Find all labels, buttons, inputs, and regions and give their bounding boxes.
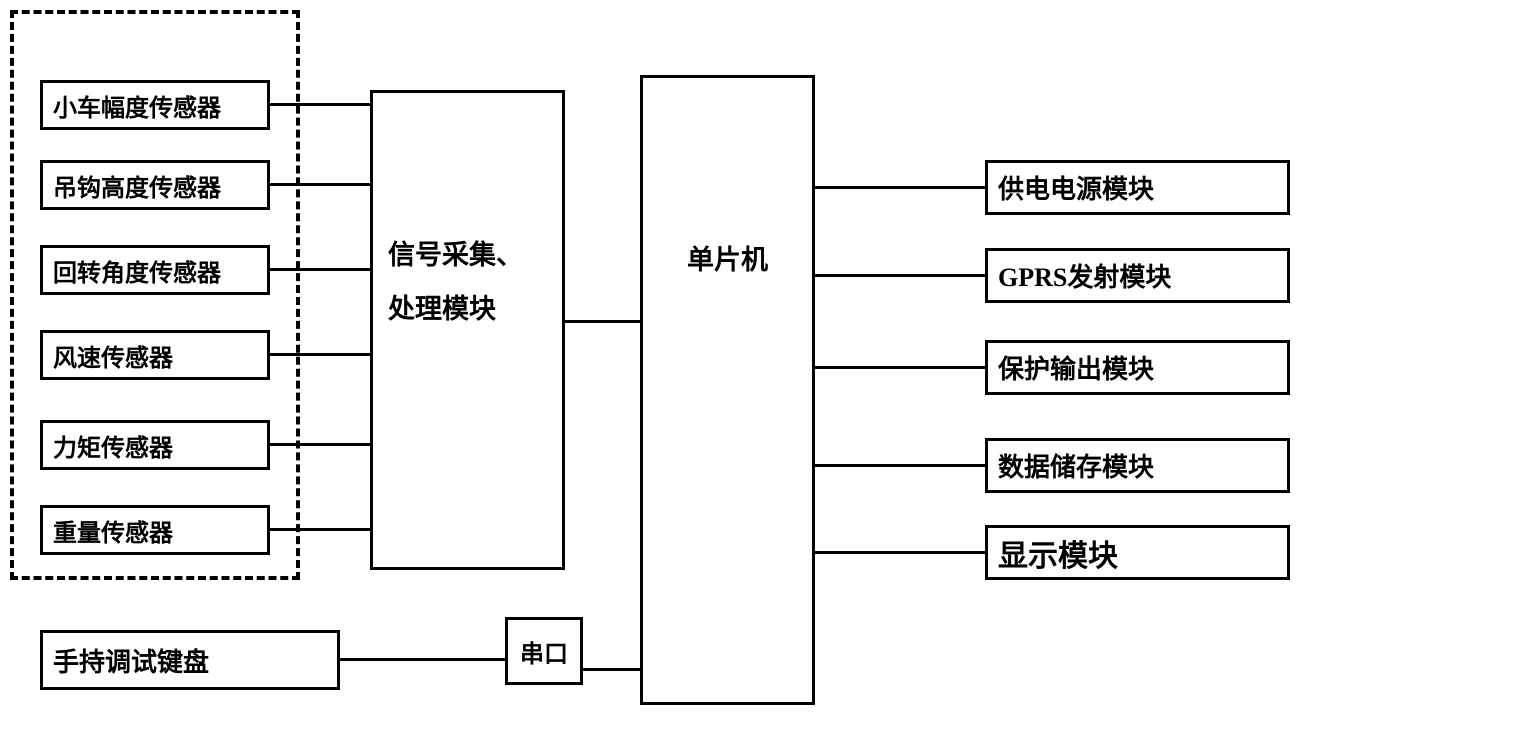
sensor-6-box: 重量传感器 — [40, 505, 270, 555]
sensor-2-box: 吊钩高度传感器 — [40, 160, 270, 210]
conn-signal-mcu — [565, 320, 640, 323]
mcu-label: 单片机 — [687, 238, 768, 277]
keyboard-label: 手持调试键盘 — [53, 642, 209, 679]
protection-module-box: 保护输出模块 — [985, 340, 1290, 395]
storage-module-box: 数据储存模块 — [985, 438, 1290, 493]
conn-kb-serial — [340, 658, 505, 661]
gprs-module-box: GPRS发射模块 — [985, 248, 1290, 303]
sensor-2-label: 吊钩高度传感器 — [53, 168, 221, 203]
sensor-4-label: 风速传感器 — [53, 338, 173, 373]
conn-serial-mcu — [583, 668, 640, 671]
display-module-box: 显示模块 — [985, 525, 1290, 580]
conn-r2 — [815, 274, 985, 277]
conn-r4 — [815, 464, 985, 467]
signal-module-box: 信号采集、处理模块 — [370, 90, 565, 570]
power-module-box: 供电电源模块 — [985, 160, 1290, 215]
serial-label: 串口 — [520, 634, 568, 669]
display-module-label: 显示模块 — [998, 531, 1118, 575]
sensor-3-box: 回转角度传感器 — [40, 245, 270, 295]
storage-module-label: 数据储存模块 — [998, 447, 1154, 484]
power-module-label: 供电电源模块 — [998, 169, 1154, 206]
conn-s2 — [270, 183, 370, 186]
conn-s6 — [270, 528, 370, 531]
keyboard-box: 手持调试键盘 — [40, 630, 340, 690]
conn-s5 — [270, 443, 370, 446]
sensor-6-label: 重量传感器 — [53, 513, 173, 548]
conn-r5 — [815, 551, 985, 554]
conn-s3 — [270, 268, 370, 271]
protection-module-label: 保护输出模块 — [998, 349, 1154, 386]
conn-r1 — [815, 186, 985, 189]
gprs-module-label: GPRS发射模块 — [998, 257, 1171, 294]
sensor-1-box: 小车幅度传感器 — [40, 80, 270, 130]
sensor-5-label: 力矩传感器 — [53, 428, 173, 463]
conn-s4 — [270, 353, 370, 356]
sensor-5-box: 力矩传感器 — [40, 420, 270, 470]
sensor-1-label: 小车幅度传感器 — [53, 88, 221, 123]
conn-s1 — [270, 103, 370, 106]
sensor-3-label: 回转角度传感器 — [53, 253, 221, 288]
sensor-4-box: 风速传感器 — [40, 330, 270, 380]
signal-module-label: 信号采集、处理模块 — [388, 228, 547, 336]
conn-r3 — [815, 366, 985, 369]
serial-box: 串口 — [505, 617, 583, 685]
mcu-box: 单片机 — [640, 75, 815, 705]
